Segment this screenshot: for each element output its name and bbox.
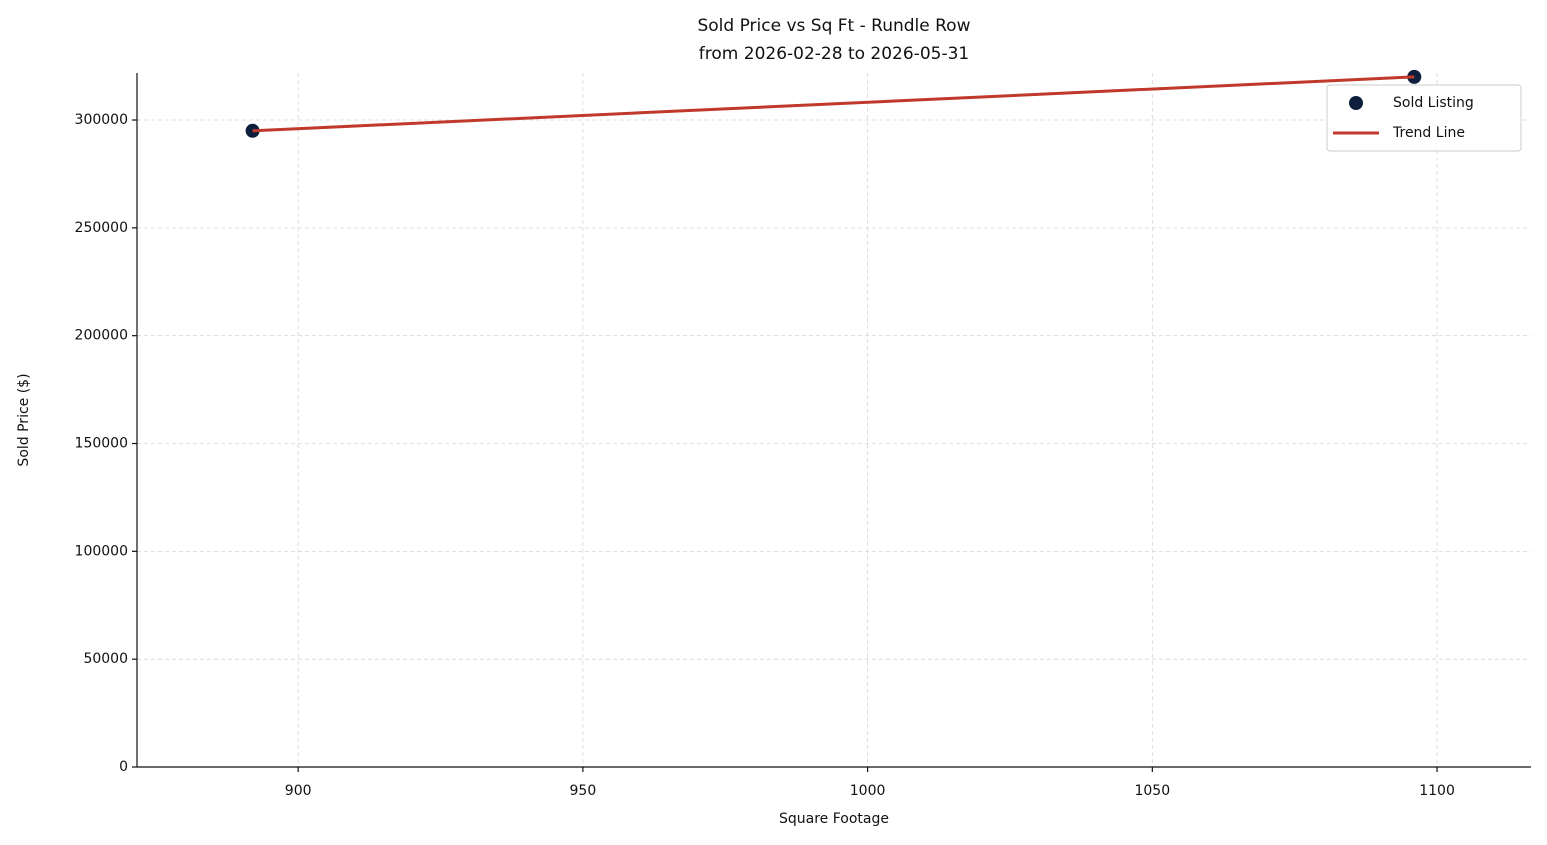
x-tick-label: 1000: [850, 783, 886, 799]
legend-swatch: [1349, 96, 1363, 110]
legend: Sold Listing Trend Line: [1326, 84, 1522, 152]
y-tick-label: 300000: [75, 112, 128, 128]
chart-title: Sold Price vs Sq Ft - Rundle Row: [697, 16, 970, 36]
y-tick-label: 100000: [75, 543, 128, 559]
x-tick-label: 900: [285, 783, 312, 799]
y-tick-label: 50000: [83, 651, 128, 667]
legend-label: Trend Line: [1392, 125, 1465, 141]
trend-line: [252, 75, 1415, 133]
y-axis-label: Sold Price ($): [16, 373, 32, 466]
y-tick-label: 250000: [75, 220, 128, 236]
x-tick-label: 1100: [1419, 783, 1455, 799]
y-tick-label: 150000: [75, 436, 128, 452]
x-tick-label: 1050: [1134, 783, 1170, 799]
x-axis-label: Square Footage: [779, 811, 889, 827]
y-tick-label: 200000: [75, 328, 128, 344]
legend-label: Sold Listing: [1393, 95, 1474, 111]
x-tick-label: 950: [570, 783, 597, 799]
chart-subtitle: from 2026-02-28 to 2026-05-31: [699, 44, 969, 64]
y-tick-label: 0: [119, 759, 128, 775]
